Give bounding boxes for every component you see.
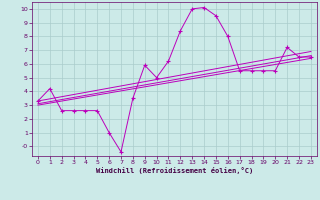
- X-axis label: Windchill (Refroidissement éolien,°C): Windchill (Refroidissement éolien,°C): [96, 167, 253, 174]
